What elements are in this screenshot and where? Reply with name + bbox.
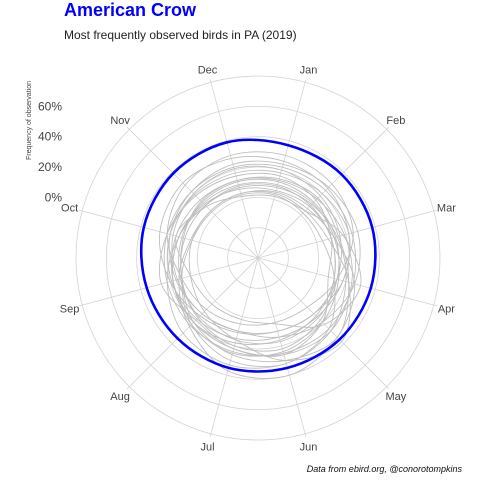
grid-spoke-jul (209, 257, 259, 437)
grid-ring-5 (75, 75, 441, 441)
background-series-16 (171, 177, 353, 357)
month-label-may: May (386, 391, 407, 403)
background-series-15 (180, 183, 336, 352)
month-label-jul: Jul (200, 441, 214, 453)
grid-spoke-nov (126, 126, 259, 259)
radial-tick-label-0: 0% (45, 190, 63, 204)
background-series-group (158, 151, 362, 379)
month-label-jan: Jan (300, 65, 318, 77)
background-series-14 (168, 160, 361, 338)
polar-grid (75, 75, 441, 441)
highlight-series-line (139, 138, 377, 373)
grid-spoke-aug (126, 257, 259, 390)
background-series-4 (175, 194, 362, 328)
chart-subtitle: Most frequently observed birds in PA (20… (64, 28, 297, 42)
month-label-apr: Apr (438, 304, 455, 316)
chart-caption: Data from ebird.org, @conorotompkins (306, 464, 462, 474)
background-series-7 (158, 155, 351, 335)
chart-title: American Crow (64, 0, 197, 20)
grid-spoke-apr (257, 257, 437, 307)
grid-ring-1 (196, 196, 320, 320)
grid-spoke-sep (79, 257, 259, 307)
grid-spoke-feb (257, 126, 390, 259)
grid-spoke-jan (257, 79, 307, 259)
radial-tick-labels: 0% 20% 40% 60% (38, 99, 62, 204)
background-series-0 (180, 176, 350, 363)
month-label-oct: Oct (61, 203, 78, 215)
month-label-dec: Dec (198, 65, 218, 77)
background-series-17 (181, 192, 336, 368)
grid-ring-4 (105, 105, 411, 411)
grid-spoke-jun (257, 257, 307, 437)
background-series-9 (188, 190, 351, 361)
radial-tick-label-2: 40% (38, 130, 62, 144)
radial-tick-label-3: 60% (38, 99, 62, 113)
grid-ring-3 (136, 136, 380, 380)
grid-spoke-oct (79, 209, 259, 259)
grid-spoke-may (257, 257, 390, 390)
grid-spoke-mar (257, 209, 437, 259)
month-label-sep: Sep (60, 304, 80, 316)
background-series-11 (171, 182, 340, 357)
month-labels: Jan Feb Mar Apr May Jun Jul Aug Sep Oct Nov Dec (60, 65, 456, 454)
grid-ring-0 (227, 227, 289, 289)
month-label-feb: Feb (386, 115, 405, 127)
highlight-series-group (139, 138, 377, 373)
month-label-mar: Mar (437, 203, 456, 215)
month-label-nov: Nov (110, 115, 130, 127)
background-series-1 (166, 151, 354, 326)
month-label-aug: Aug (110, 391, 130, 403)
month-label-jun: Jun (300, 441, 318, 453)
radial-tick-label-1: 20% (38, 160, 62, 174)
